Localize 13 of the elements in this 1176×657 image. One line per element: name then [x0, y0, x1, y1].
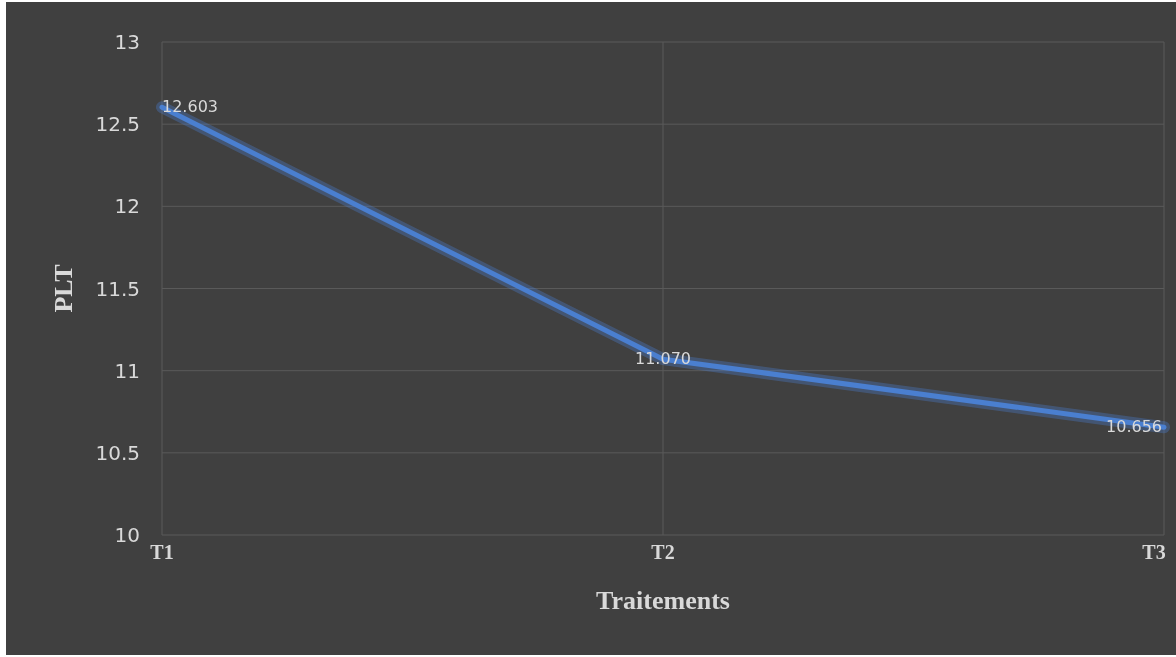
- y-tick-label: 12: [114, 194, 140, 219]
- x-axis-title: Traitements: [596, 586, 730, 615]
- y-tick-label: 11.5: [95, 276, 140, 301]
- data-label: 12.603: [162, 97, 218, 117]
- x-tick-label: T1: [150, 541, 174, 563]
- y-tick-label: 12.5: [95, 112, 140, 137]
- x-tick-label: T2: [651, 541, 675, 563]
- y-tick-label: 13: [114, 30, 140, 54]
- y-axis-title: PLT: [49, 264, 78, 313]
- y-tick-label: 10.5: [95, 440, 140, 465]
- x-tick-label: T3: [1142, 541, 1166, 563]
- y-tick-label: 11: [114, 358, 140, 383]
- y-tick-label: 10: [114, 523, 140, 547]
